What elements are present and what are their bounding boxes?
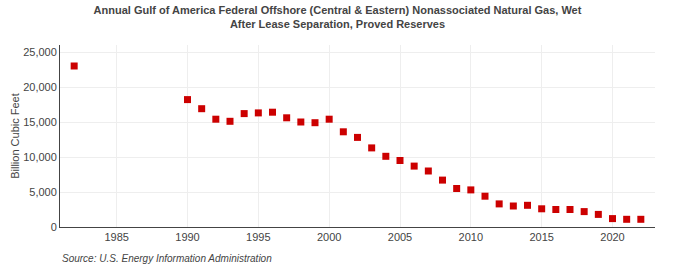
svg-text:25,000: 25,000 xyxy=(23,46,57,58)
svg-text:Billion Cubic Feet: Billion Cubic Feet xyxy=(9,93,21,179)
svg-text:20,000: 20,000 xyxy=(23,81,57,93)
svg-text:2010: 2010 xyxy=(459,231,483,243)
svg-text:2020: 2020 xyxy=(600,231,624,243)
svg-text:Source: U.S. Energy Informatio: Source: U.S. Energy Information Administ… xyxy=(62,253,272,264)
svg-text:0: 0 xyxy=(51,221,57,233)
svg-text:2005: 2005 xyxy=(388,231,412,243)
svg-text:15,000: 15,000 xyxy=(23,116,57,128)
svg-text:5,000: 5,000 xyxy=(29,186,57,198)
svg-text:1985: 1985 xyxy=(104,231,128,243)
svg-text:1995: 1995 xyxy=(246,231,270,243)
svg-text:Annual Gulf of America Federal: Annual Gulf of America Federal Offshore … xyxy=(94,4,582,30)
svg-text:10,000: 10,000 xyxy=(23,151,57,163)
svg-text:2015: 2015 xyxy=(529,231,553,243)
svg-text:1990: 1990 xyxy=(175,231,199,243)
svg-text:2000: 2000 xyxy=(317,231,341,243)
